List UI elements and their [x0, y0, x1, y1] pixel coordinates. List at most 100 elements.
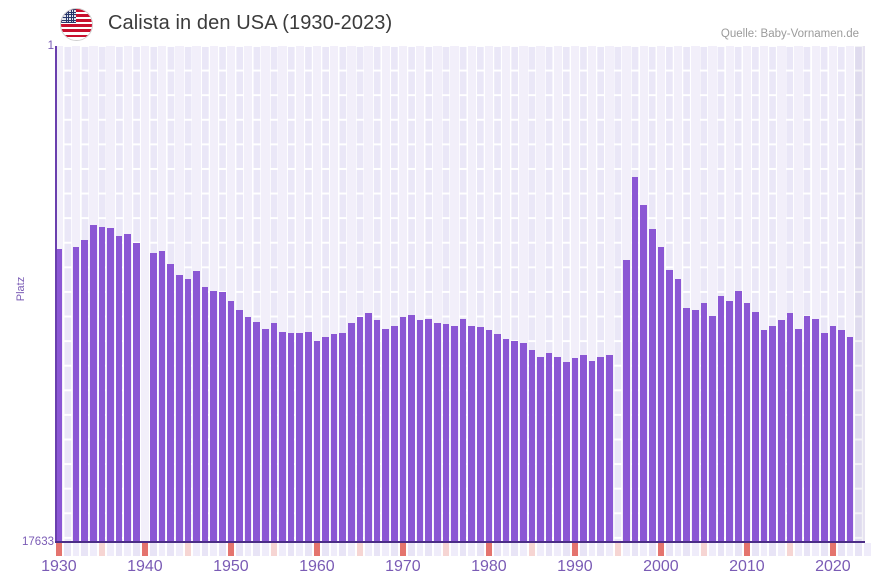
- year-tick: [597, 543, 604, 556]
- x-axis-tick-label: 2000: [643, 558, 679, 575]
- year-tick: [356, 543, 364, 556]
- year-tick: [296, 543, 303, 556]
- bar: [468, 325, 475, 542]
- year-tick: [795, 543, 802, 556]
- year-tick: [193, 543, 200, 556]
- bar: [55, 248, 63, 542]
- bar: [184, 279, 192, 542]
- year-tick: [700, 543, 708, 556]
- bar: [735, 290, 742, 542]
- bar: [829, 325, 837, 542]
- x-axis-tick-label: 1940: [127, 558, 163, 575]
- bar: [485, 330, 493, 542]
- bar: [167, 264, 174, 542]
- year-tick: [339, 543, 346, 556]
- bar: [133, 242, 140, 542]
- year-tick: [434, 543, 441, 556]
- year-tick: [236, 543, 243, 556]
- bar: [322, 337, 329, 542]
- year-tick: [408, 543, 415, 556]
- x-axis-tick-label: 1950: [213, 558, 249, 575]
- year-tick: [90, 543, 97, 556]
- year-tick: [588, 543, 596, 556]
- year-tick: [184, 543, 192, 556]
- year-tick: [502, 543, 510, 556]
- year-tick: [322, 543, 329, 556]
- year-tick: [287, 543, 295, 556]
- year-tick: [72, 543, 80, 556]
- year-tick: [786, 543, 794, 556]
- bar: [683, 307, 690, 542]
- plot-area: [55, 46, 865, 542]
- bar: [692, 310, 699, 542]
- bar: [262, 328, 269, 542]
- bar: [416, 320, 424, 542]
- year-tick: [520, 543, 527, 556]
- decade-tick: [141, 543, 149, 556]
- decade-tick: [313, 543, 321, 556]
- bar: [554, 356, 561, 542]
- year-tick: [279, 543, 286, 556]
- year-tick: [692, 543, 699, 556]
- year-tick: [201, 543, 209, 556]
- year-tick: [614, 543, 622, 556]
- year-tick: [373, 543, 381, 556]
- bar: [700, 303, 708, 542]
- y-axis-title: Platz: [15, 276, 27, 302]
- bar: [666, 269, 673, 542]
- year-tick: [305, 543, 312, 556]
- bar: [253, 321, 260, 542]
- bar: [115, 235, 123, 542]
- year-tick: [115, 543, 123, 556]
- bar: [313, 341, 321, 542]
- bar: [339, 332, 346, 542]
- x-axis-tick-label: 1990: [557, 558, 593, 575]
- bar: [606, 355, 613, 542]
- year-tick: [150, 543, 157, 556]
- year-tick: [81, 543, 88, 556]
- year-tick: [769, 543, 776, 556]
- year-tick: [365, 543, 372, 556]
- year-tick: [631, 543, 639, 556]
- bar: [279, 331, 286, 542]
- bar: [726, 300, 733, 542]
- bar: [210, 290, 217, 542]
- year-tick: [606, 543, 613, 556]
- year-tick: [537, 543, 544, 556]
- bar: [631, 176, 639, 542]
- decade-tick: [227, 543, 235, 556]
- year-tick: [778, 543, 785, 556]
- bar: [399, 317, 407, 542]
- page-title: Calista in den USA (1930-2023): [108, 12, 393, 34]
- bar: [520, 342, 527, 542]
- year-tick: [623, 543, 630, 556]
- year-tick: [253, 543, 260, 556]
- bar: [236, 310, 243, 542]
- year-tick: [726, 543, 733, 556]
- y-axis-line: [55, 46, 57, 542]
- decade-tick: [399, 543, 407, 556]
- source-note: Quelle: Baby-Vornamen.de: [720, 28, 859, 40]
- year-tick: [666, 543, 673, 556]
- year-tick: [219, 543, 226, 556]
- bar: [296, 332, 303, 542]
- x-axis-tick-label: 1980: [471, 558, 507, 575]
- bar: [623, 259, 630, 542]
- year-tick: [270, 543, 278, 556]
- bar: [640, 204, 647, 542]
- y-axis-bottom-label: 17633: [22, 536, 54, 548]
- year-tick: [545, 543, 553, 556]
- year-tick: [477, 543, 484, 556]
- year-tick: [640, 543, 647, 556]
- bar: [821, 332, 828, 542]
- bar: [580, 355, 587, 542]
- bar: [391, 325, 398, 542]
- year-tick: [511, 543, 518, 556]
- y-axis-top-label: 1: [47, 40, 54, 52]
- bar: [571, 358, 579, 542]
- x-axis-labels: 1930 1940 1950 1960 1970 1980 1990 2000 2010 2020: [41, 558, 865, 584]
- bar: [459, 318, 467, 542]
- year-tick: [649, 543, 656, 556]
- bar: [674, 279, 682, 542]
- bar: [434, 323, 441, 542]
